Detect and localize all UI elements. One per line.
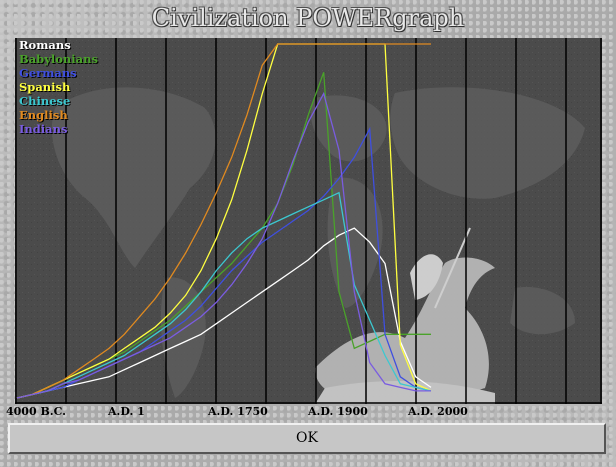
legend-entry-romans: Romans: [19, 38, 71, 52]
x-tick-label: A.D. 2000: [408, 405, 468, 418]
power-graph-chart: [15, 38, 602, 404]
series-line-chinese: [16, 191, 432, 399]
x-axis-labels: 4000 B.C. A.D. 1 A.D. 1750 A.D. 1900 A.D. 20…: [0, 404, 616, 420]
series-line-english: [16, 43, 431, 399]
graph-legend: Romans Babylonians Germans Spanish Chinese En…: [19, 38, 139, 136]
legend-entry-english: English: [19, 108, 68, 122]
x-tick-label: 4000 B.C.: [6, 405, 66, 418]
world-map-background: [51, 87, 585, 398]
power-graph-area: Romans Babylonians Germans Spanish Chinese En…: [15, 38, 602, 404]
series-line-indians: [16, 91, 431, 399]
legend-entry-germans: Germans: [19, 66, 77, 80]
x-tick-label: A.D. 1750: [208, 405, 268, 418]
legend-entry-spanish: Spanish: [19, 80, 71, 94]
graph-series-lines: [16, 43, 432, 399]
x-tick-label: A.D. 1: [108, 405, 145, 418]
legend-entry-indians: Indians: [19, 122, 68, 136]
x-tick-label: A.D. 1900: [308, 405, 368, 418]
legend-entry-chinese: Chinese: [19, 94, 71, 108]
horseman-illustration: [315, 227, 495, 404]
legend-entry-babylonians: Babylonians: [19, 52, 98, 66]
window-title: Civilization POWERgraph: [151, 4, 465, 32]
series-line-romans: [16, 227, 432, 399]
ok-button[interactable]: OK: [8, 423, 606, 454]
